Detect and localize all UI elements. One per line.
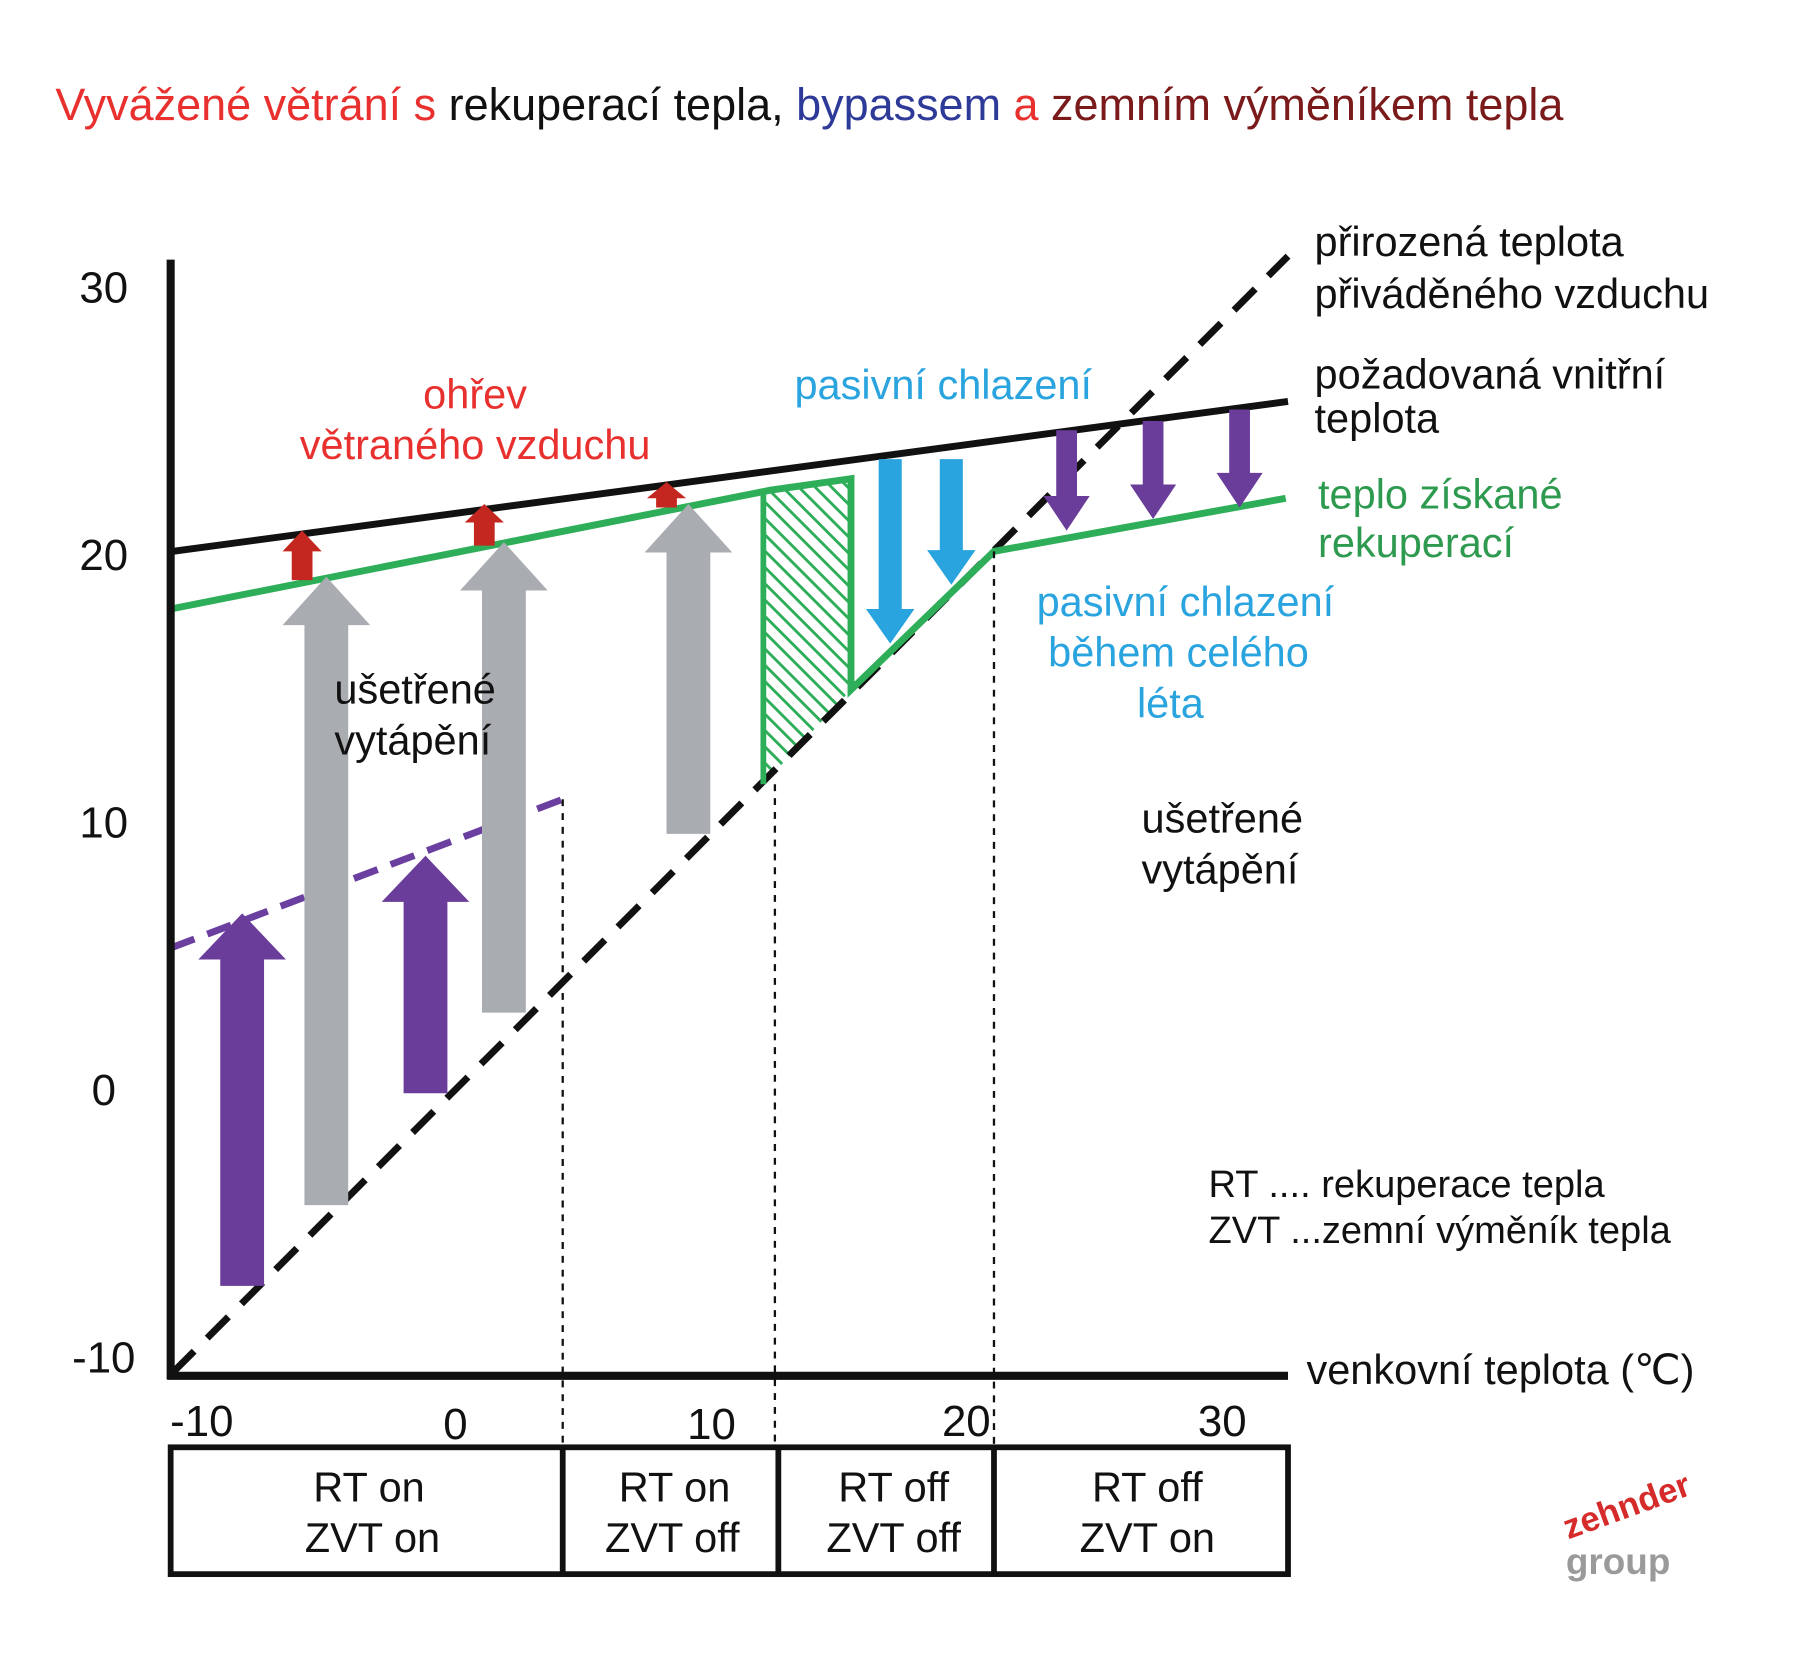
table-cells: RT on ZVT on RT on ZVT off RT off ZVT of… (305, 1463, 1215, 1561)
arrow (865, 459, 915, 644)
x-axis-label: venkovní teplota (℃) (1306, 1346, 1694, 1393)
arrow (460, 542, 548, 1013)
arrow (644, 504, 733, 834)
table-cell: RT on (619, 1463, 731, 1510)
label: ušetřené (334, 666, 496, 713)
logo: zehnder group (1558, 1466, 1696, 1582)
recovery-line (169, 474, 1287, 698)
label: rekuperací (1318, 519, 1515, 566)
table-cell: ZVT off (605, 1514, 740, 1561)
table-cell: ZVT on (1080, 1514, 1215, 1561)
logo-text: group (1566, 1541, 1670, 1582)
x-ticks: -10 0 10 20 30 (170, 1397, 1247, 1449)
y-tick-label: 30 (79, 263, 128, 312)
arrow (381, 855, 470, 1094)
natural-line (170, 253, 1291, 1375)
inner-labels: ohřev větraného vzduchu pasivní chlazení… (300, 361, 1335, 892)
legend: RT .... rekuperace tepla ZVT ...zemní vý… (1208, 1164, 1671, 1252)
right-labels: přirozená teplota přiváděného vzduchu po… (1315, 218, 1710, 566)
table-cell: RT on (313, 1463, 425, 1510)
label: teplota (1315, 395, 1441, 442)
arrow (646, 482, 687, 508)
label: teplo získané (1318, 471, 1563, 518)
x-tick-label: 30 (1198, 1397, 1247, 1446)
label: vytápění (1142, 845, 1299, 892)
title: Vyvážené větrání s rekuperací tepla, byp… (55, 79, 1564, 130)
arrow (198, 913, 286, 1286)
legend-entry: ZVT ...zemní výměník tepla (1208, 1210, 1671, 1252)
table-cell: ZVT on (305, 1514, 440, 1561)
arrow (927, 459, 976, 585)
shapes (166, 253, 1291, 1578)
ground-line (169, 796, 564, 952)
logo-text: zehnder (1558, 1466, 1696, 1547)
y-ticks: 30 20 10 0 -10 (72, 263, 135, 1382)
table-cell: ZVT off (826, 1514, 961, 1561)
x-tick-label: -10 (170, 1397, 233, 1446)
label: přirozená teplota (1315, 218, 1625, 265)
arrow (282, 576, 371, 1206)
label: požadovaná vnitřní (1315, 351, 1666, 398)
arrow (1043, 430, 1090, 531)
x-tick-label: 10 (687, 1400, 736, 1449)
arrow (464, 504, 504, 546)
label: ohřev (423, 370, 527, 417)
arrow (282, 530, 322, 581)
arrow (1216, 409, 1263, 508)
label: léta (1137, 679, 1205, 726)
table-cell: RT off (838, 1463, 949, 1510)
hatched-area (763, 478, 851, 785)
dividers (561, 551, 996, 1448)
y-tick-label: 20 (79, 531, 128, 580)
label: větraného vzduchu (300, 421, 651, 468)
label: vytápění (334, 716, 491, 763)
required-line (172, 398, 1289, 555)
label: ušetřené (1142, 795, 1304, 842)
label: přiváděného vzduchu (1315, 270, 1710, 317)
table-border (167, 1444, 1291, 1578)
y-tick-label: 0 (92, 1066, 116, 1115)
x-tick-label: 0 (443, 1400, 467, 1449)
label: během celého (1048, 629, 1309, 676)
x-tick-label: 20 (942, 1397, 991, 1446)
legend-entry: RT .... rekuperace tepla (1208, 1164, 1605, 1206)
y-tick-label: -10 (72, 1333, 135, 1382)
table-cell: RT off (1092, 1463, 1203, 1510)
arrow (1130, 421, 1177, 520)
label: pasivní chlazení (1037, 578, 1335, 625)
label: pasivní chlazení (794, 361, 1092, 408)
y-tick-label: 10 (79, 798, 128, 847)
